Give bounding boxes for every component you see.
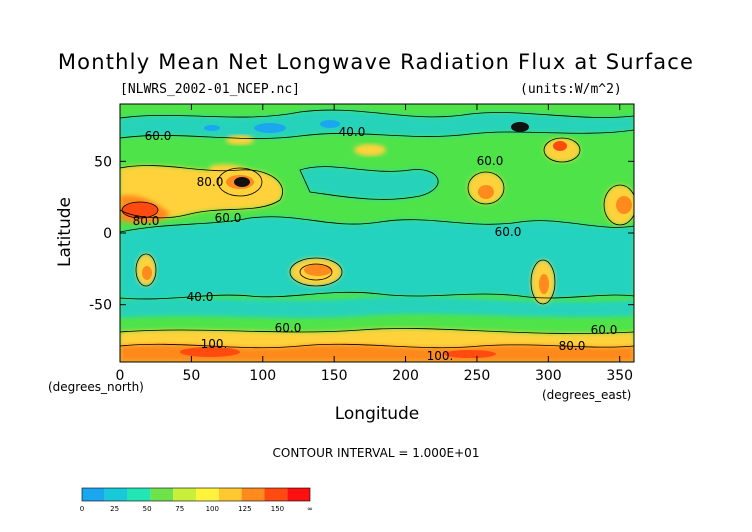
contour-label: 40.0 (187, 290, 214, 304)
contour-label: 60.0 (591, 323, 618, 337)
y-unit-label: (degrees_north) (48, 380, 144, 394)
contour-line (530, 259, 556, 305)
colorbar-swatch (287, 488, 310, 501)
axis-ticks: 0 50 100 150 200 250 300 350 50 0 -50 (89, 104, 634, 384)
contour-line (121, 201, 159, 219)
contour-peaks (234, 122, 529, 187)
colorbar-swatch (241, 488, 265, 501)
dense-contour-peak (234, 177, 250, 187)
x-unit-label: (degrees_east) (542, 388, 632, 402)
colorbar: 0 25 50 75 100 125 150 ∞ (80, 487, 313, 513)
contour-label: 60.0 (145, 129, 172, 143)
eastern-peak (616, 196, 632, 214)
contour-line (120, 291, 634, 300)
south-africa-peak (142, 266, 152, 280)
colorbar-swatch (82, 488, 105, 501)
antarctic-orange-band (120, 344, 634, 362)
contour-line (120, 328, 634, 334)
contour-label: 80.0 (133, 214, 160, 228)
contour-line (135, 253, 157, 287)
contour-line (120, 343, 634, 349)
contour-label: 100. (427, 349, 454, 363)
colorbar-swatch (264, 488, 288, 501)
antarctic-peak (180, 347, 240, 357)
x-tick-label: 50 (182, 368, 200, 384)
south-america-peak (539, 274, 549, 294)
x-tick-label: 150 (321, 368, 348, 384)
northern-yellow-patch (226, 135, 254, 145)
contour-line (120, 129, 634, 139)
contour-line (120, 165, 283, 219)
contour-label-group: 60.0 60.0 60.0 60.0 80.0 40.0 40.0 60.0 60.0 80.0… (133, 125, 618, 363)
contour-line (467, 171, 505, 205)
x-tick-label: 0 (116, 368, 125, 384)
contour-line (217, 167, 263, 197)
colorbar-tick-label: 75 (175, 505, 184, 513)
colorbar-swatch (127, 488, 151, 501)
contour-label: 60.0 (495, 225, 522, 239)
contour-label: 60.0 (477, 154, 504, 168)
contour-line (603, 184, 634, 226)
antarctic-peak (444, 350, 496, 358)
x-axis-title: Longitude (335, 404, 420, 424)
contour-label: 60.0 (215, 211, 242, 225)
x-tick-label: 200 (392, 368, 419, 384)
contour-line (289, 257, 343, 287)
contour-label: 100. (201, 337, 228, 351)
x-tick-label: 350 (606, 368, 633, 384)
colorbar-tick-label: ∞ (307, 505, 313, 513)
colorbar-swatch (173, 488, 196, 501)
y-tick-label: 0 (103, 226, 112, 242)
north-pacific-low-region (300, 166, 439, 200)
colorbar-tick-label: 0 (80, 505, 84, 513)
contour-label: 40.0 (339, 125, 366, 139)
y-tick-label: -50 (89, 298, 112, 314)
arctic-low-spot (204, 125, 220, 131)
tropical-low-region (120, 216, 634, 299)
colorbar-tick-label: 25 (110, 505, 119, 513)
colorbar-tick-label: 150 (271, 505, 284, 513)
contour-lines (120, 109, 634, 349)
units-label: (units:W/m^2) (520, 82, 622, 97)
file-label: [NLWRS_2002-01_NCEP.nc] (120, 82, 301, 97)
contour-line (120, 216, 634, 233)
colorbar-frame (81, 487, 311, 502)
colorbar-swatch (196, 488, 219, 501)
heatmap-field (120, 104, 634, 362)
contour-label: 80.0 (197, 175, 224, 189)
contour-interval: CONTOUR INTERVAL = 1.000E+01 (272, 446, 480, 460)
contour-line (120, 109, 634, 119)
colorbar-tick-label: 125 (238, 505, 251, 513)
contour-line (543, 137, 581, 163)
contour-line (299, 263, 333, 281)
north-america-peak (478, 185, 494, 199)
contour-line (299, 166, 439, 200)
x-tick-label: 100 (249, 368, 276, 384)
colorbar-tick-label: 100 (206, 505, 219, 513)
y-axis-title: Latitude (55, 197, 75, 267)
colorbar-tick-label: 50 (143, 505, 152, 513)
chart-title: Monthly Mean Net Longwave Radiation Flux… (57, 50, 695, 74)
australia-peak (304, 264, 332, 276)
colorbar-swatch (104, 488, 128, 501)
dense-contour-peak (511, 122, 529, 132)
greenland-peak (553, 141, 567, 151)
x-tick-label: 300 (535, 368, 562, 384)
y-tick-label: 50 (94, 154, 112, 170)
x-tick-label: 250 (464, 368, 491, 384)
southern-cyan-band (120, 296, 634, 318)
contour-label: 80.0 (559, 339, 586, 353)
arctic-low-spot (320, 120, 340, 128)
colorbar-swatch (218, 488, 242, 501)
arctic-low-spot (254, 123, 286, 133)
northern-yellow-patch (354, 144, 386, 156)
contour-label: 60.0 (275, 321, 302, 335)
colorbar-swatch (150, 488, 174, 501)
